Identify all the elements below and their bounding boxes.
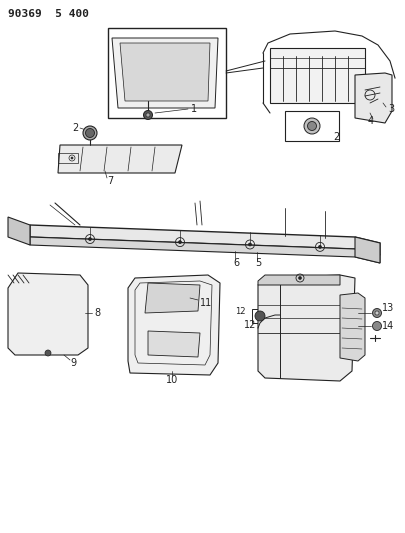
Ellipse shape xyxy=(149,311,160,325)
Text: 7: 7 xyxy=(107,176,113,186)
Circle shape xyxy=(83,126,97,140)
Circle shape xyxy=(85,128,94,138)
Circle shape xyxy=(143,110,152,119)
Polygon shape xyxy=(354,237,379,263)
Polygon shape xyxy=(120,43,209,101)
Circle shape xyxy=(307,122,316,131)
Text: 9: 9 xyxy=(70,358,76,368)
Text: 13: 13 xyxy=(381,303,393,313)
Circle shape xyxy=(318,245,321,248)
Polygon shape xyxy=(30,237,379,263)
Text: 90369  5 400: 90369 5 400 xyxy=(8,9,89,19)
Polygon shape xyxy=(8,217,30,245)
Text: 10: 10 xyxy=(166,375,178,385)
Text: 1: 1 xyxy=(190,104,197,114)
Text: 6: 6 xyxy=(232,258,239,268)
Text: 4: 4 xyxy=(367,116,373,126)
Circle shape xyxy=(371,321,381,330)
Ellipse shape xyxy=(25,296,51,330)
Polygon shape xyxy=(8,273,88,355)
Bar xyxy=(284,111,338,141)
Text: 11: 11 xyxy=(200,298,212,308)
Polygon shape xyxy=(145,283,200,313)
Text: 14: 14 xyxy=(381,321,393,331)
Circle shape xyxy=(88,238,91,240)
Text: 3: 3 xyxy=(387,104,393,114)
Circle shape xyxy=(374,311,378,315)
Text: 5: 5 xyxy=(254,258,260,268)
Polygon shape xyxy=(354,73,391,123)
Polygon shape xyxy=(148,331,200,357)
Polygon shape xyxy=(112,38,217,108)
Polygon shape xyxy=(30,225,379,255)
Text: 12: 12 xyxy=(243,320,256,330)
Text: 2: 2 xyxy=(72,123,78,133)
Circle shape xyxy=(371,309,381,318)
Circle shape xyxy=(254,311,264,321)
Circle shape xyxy=(45,350,51,356)
Bar xyxy=(269,48,364,103)
Circle shape xyxy=(71,157,73,159)
Circle shape xyxy=(303,118,319,134)
Bar xyxy=(252,309,267,323)
Circle shape xyxy=(248,243,251,246)
Text: 2: 2 xyxy=(332,132,339,142)
Circle shape xyxy=(146,113,149,117)
Circle shape xyxy=(178,240,181,244)
Polygon shape xyxy=(257,275,339,285)
Polygon shape xyxy=(58,145,181,173)
Text: 12: 12 xyxy=(235,306,245,316)
Polygon shape xyxy=(257,275,354,381)
Ellipse shape xyxy=(161,288,183,314)
Bar xyxy=(108,28,226,118)
Text: 8: 8 xyxy=(94,308,100,318)
Polygon shape xyxy=(128,275,220,375)
Polygon shape xyxy=(339,293,364,361)
Circle shape xyxy=(298,277,301,279)
Ellipse shape xyxy=(55,301,75,329)
